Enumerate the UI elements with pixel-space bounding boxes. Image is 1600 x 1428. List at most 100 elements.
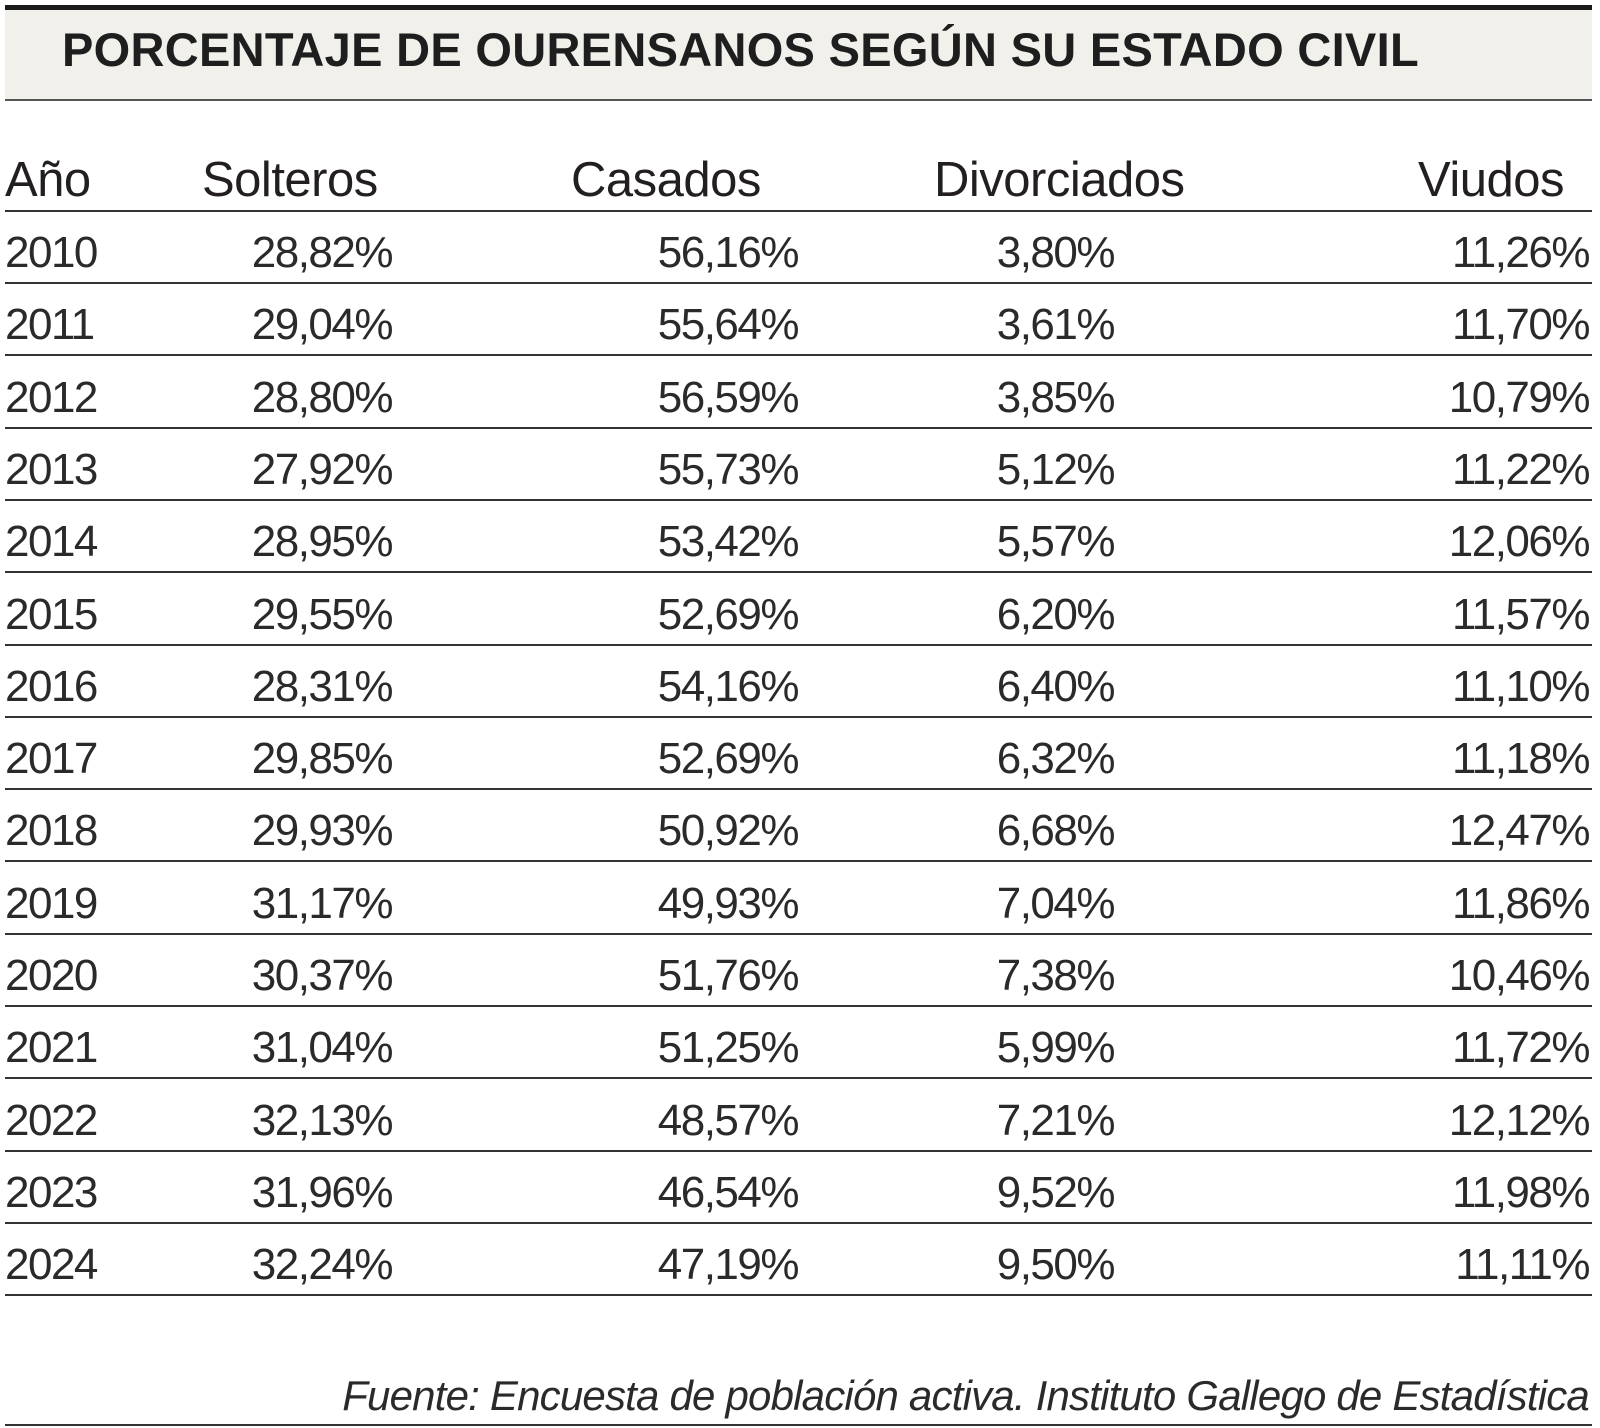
- cell-solteros: 29,85%: [251, 734, 394, 784]
- row-rule: [5, 1294, 1592, 1297]
- column-header-casados: Casados: [571, 153, 761, 207]
- row-rule: [5, 498, 1592, 501]
- cell-casados: 52,69%: [657, 589, 800, 639]
- row-rule: [5, 643, 1592, 646]
- source-note: Fuente: Encuesta de población activa. In…: [342, 1372, 1590, 1419]
- cell-casados: 56,16%: [657, 228, 800, 277]
- cell-year: 2012: [5, 372, 98, 422]
- cell-year: 2020: [5, 951, 98, 1000]
- cell-year: 2015: [5, 589, 98, 639]
- cell-casados: 48,57%: [657, 1095, 800, 1145]
- cell-solteros: 32,13%: [251, 1095, 394, 1145]
- cell-year: 2022: [5, 1095, 98, 1145]
- title-banner: [5, 10, 1592, 101]
- cell-divorciados: 6,20%: [996, 589, 1116, 639]
- cell-casados: 55,64%: [657, 300, 800, 350]
- cell-viudos: 12,12%: [1448, 1095, 1591, 1145]
- row-rule: [5, 715, 1592, 718]
- row-rule: [5, 1221, 1592, 1224]
- cell-solteros: 31,04%: [251, 1023, 394, 1073]
- cell-viudos: 10,79%: [1448, 372, 1591, 422]
- cell-viudos: 11,11%: [1455, 1240, 1590, 1290]
- cell-casados: 49,93%: [657, 878, 800, 928]
- cell-viudos: 11,72%: [1452, 1023, 1590, 1073]
- cell-year: 2018: [5, 806, 98, 856]
- cell-divorciados: 5,12%: [996, 444, 1116, 494]
- cell-solteros: 29,04%: [251, 300, 394, 350]
- cell-year: 2011: [5, 300, 95, 350]
- cell-divorciados: 5,57%: [996, 517, 1116, 567]
- cell-year: 2017: [5, 734, 98, 784]
- cell-year: 2013: [5, 444, 98, 494]
- cell-divorciados: 6,68%: [996, 806, 1116, 856]
- cell-solteros: 32,24%: [251, 1240, 394, 1290]
- cell-divorciados: 3,80%: [996, 228, 1116, 277]
- cell-viudos: 11,10%: [1452, 661, 1590, 711]
- column-header-year: Año: [5, 153, 91, 207]
- cell-year: 2021: [5, 1023, 98, 1073]
- column-header-solteros: Solteros: [202, 153, 378, 207]
- cell-solteros: 27,92%: [251, 444, 394, 494]
- cell-year: 2014: [5, 517, 98, 567]
- cell-divorciados: 7,21%: [996, 1095, 1116, 1145]
- cell-casados: 52,69%: [657, 734, 800, 784]
- cell-year: 2016: [5, 661, 98, 711]
- cell-solteros: 28,95%: [251, 517, 394, 567]
- column-header-viudos: Viudos: [1418, 153, 1564, 207]
- row-rule: [5, 932, 1592, 935]
- page-title: PORCENTAJE DE OURENSANOS SEGÚN SU ESTADO…: [62, 23, 1419, 76]
- cell-divorciados: 7,38%: [996, 951, 1116, 1000]
- row-rule: [5, 571, 1592, 574]
- column-header-divorciados: Divorciados: [934, 153, 1185, 207]
- cell-viudos: 11,57%: [1452, 589, 1590, 639]
- cell-viudos: 10,46%: [1448, 951, 1591, 1000]
- row-rule: [5, 788, 1592, 791]
- cell-year: 2024: [5, 1240, 98, 1290]
- cell-viudos: 11,86%: [1452, 878, 1590, 928]
- cell-solteros: 29,55%: [251, 589, 394, 639]
- row-rule: [5, 1149, 1592, 1152]
- cell-casados: 46,54%: [657, 1167, 800, 1217]
- cell-divorciados: 3,61%: [996, 300, 1116, 350]
- cell-casados: 47,19%: [657, 1240, 800, 1290]
- cell-solteros: 28,80%: [251, 372, 394, 422]
- cell-casados: 54,16%: [657, 661, 800, 711]
- cell-casados: 53,42%: [657, 517, 800, 567]
- row-rule: [5, 1077, 1592, 1080]
- bottom-rule: [5, 1424, 1592, 1426]
- cell-solteros: 29,93%: [251, 806, 394, 856]
- cell-year: 2019: [5, 878, 98, 928]
- cell-solteros: 30,37%: [251, 951, 394, 1000]
- cell-viudos: 11,70%: [1452, 300, 1590, 350]
- cell-solteros: 31,17%: [251, 878, 394, 928]
- cell-viudos: 11,98%: [1452, 1167, 1590, 1217]
- cell-viudos: 11,26%: [1452, 228, 1590, 277]
- cell-divorciados: 3,85%: [996, 372, 1116, 422]
- cell-year: 2023: [5, 1167, 98, 1217]
- cell-divorciados: 6,32%: [996, 734, 1116, 784]
- cell-casados: 51,76%: [657, 951, 800, 1000]
- cell-divorciados: 7,04%: [996, 878, 1116, 928]
- cell-solteros: 31,96%: [251, 1167, 394, 1217]
- cell-casados: 55,73%: [657, 444, 800, 494]
- header-rule: [5, 210, 1592, 212]
- cell-divorciados: 9,50%: [996, 1240, 1116, 1290]
- row-rule: [5, 354, 1592, 357]
- cell-divorciados: 6,40%: [996, 661, 1116, 711]
- cell-year: 2010: [5, 228, 98, 277]
- row-rule: [5, 282, 1592, 284]
- top-rule: [5, 5, 1592, 10]
- cell-divorciados: 9,52%: [996, 1167, 1116, 1217]
- cell-viudos: 12,06%: [1448, 517, 1591, 567]
- row-rule: [5, 860, 1592, 863]
- cell-solteros: 28,31%: [251, 661, 394, 711]
- cell-viudos: 11,22%: [1452, 444, 1590, 494]
- cell-divorciados: 5,99%: [996, 1023, 1116, 1073]
- cell-viudos: 12,47%: [1448, 806, 1591, 856]
- cell-casados: 56,59%: [657, 372, 800, 422]
- row-rule: [5, 1005, 1592, 1007]
- cell-casados: 51,25%: [657, 1023, 800, 1073]
- cell-solteros: 28,82%: [251, 228, 394, 277]
- row-rule: [5, 426, 1592, 429]
- cell-viudos: 11,18%: [1452, 734, 1590, 784]
